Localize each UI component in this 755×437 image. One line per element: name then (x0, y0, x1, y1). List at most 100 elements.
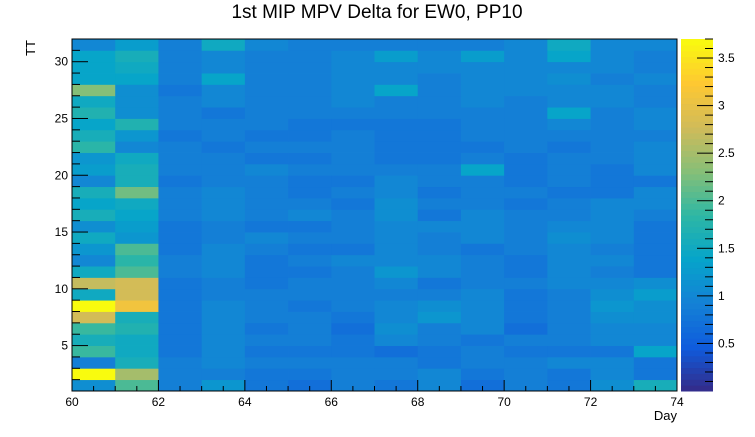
heatmap-cell (115, 300, 159, 312)
heatmap-cell (244, 334, 289, 346)
colorbar-tick-label: 3 (718, 99, 725, 113)
heatmap-cell (417, 243, 462, 256)
heatmap-cell (288, 107, 332, 119)
heatmap-cell (417, 84, 462, 97)
heatmap-cell (460, 84, 505, 97)
heatmap-cell (460, 243, 505, 256)
heatmap-cell (72, 232, 116, 244)
colorbar-band (681, 303, 713, 310)
heatmap-cell (374, 300, 419, 312)
heatmap-cell (374, 107, 419, 119)
heatmap-cell (460, 322, 505, 335)
colorbar-band (681, 267, 713, 275)
heatmap-cell (115, 322, 159, 335)
heatmap-cell (115, 175, 159, 188)
heatmap-cell (244, 345, 289, 358)
heatmap-cell (374, 152, 419, 165)
heatmap-cell (115, 107, 159, 119)
heatmap-cell (460, 266, 505, 278)
heatmap-cell (158, 368, 203, 381)
heatmap-cell (504, 368, 548, 381)
heatmap-cell (504, 186, 548, 199)
heatmap-cell (72, 152, 116, 165)
heatmap-cell (72, 107, 116, 119)
heatmap-cell (115, 277, 159, 290)
heatmap-cell (633, 220, 678, 233)
heatmap-cell (547, 334, 591, 346)
heatmap-cell (331, 50, 375, 63)
colorbar-band (681, 50, 713, 58)
heatmap-cell (72, 129, 116, 142)
heatmap-cell (547, 141, 591, 153)
x-axis: 60 62 64 66 68 70 72 74 (65, 380, 684, 409)
y-tick-label: 25 (55, 111, 69, 125)
heatmap-cell (504, 129, 548, 142)
heatmap-cell (158, 95, 203, 108)
heatmap-cell (201, 277, 246, 290)
heatmap-cell (115, 73, 159, 85)
heatmap-cell (547, 95, 591, 108)
heatmap-cell (244, 356, 289, 369)
heatmap-cell (504, 73, 548, 85)
heatmap-cell (547, 129, 591, 142)
heatmap-cell (244, 266, 289, 278)
heatmap-cell (244, 61, 289, 74)
heatmap-cell (504, 39, 548, 51)
heatmap-cell (331, 322, 375, 335)
heatmap-cell (547, 197, 591, 210)
heatmap-cell (115, 311, 159, 324)
colorbar-band (681, 379, 713, 386)
colorbar-band (681, 191, 713, 198)
heatmap-cell (374, 232, 419, 244)
heatmap-cell (590, 334, 635, 346)
colorbar-band (681, 314, 713, 322)
heatmap-cell (374, 345, 419, 358)
heatmap-cell (72, 141, 116, 153)
heatmap-cell (331, 345, 375, 358)
heatmap-cell (417, 266, 462, 278)
heatmap-cell (331, 186, 375, 199)
heatmap-cell (590, 152, 635, 165)
heatmap-cell (504, 300, 548, 312)
heatmap-cell (633, 209, 678, 222)
heatmap-cell (504, 311, 548, 324)
colorbar-tick-label: 2 (718, 194, 725, 208)
heatmap-cell (633, 334, 678, 346)
colorbar-band (681, 80, 713, 87)
heatmap-cell (244, 322, 289, 335)
heatmap-cell (417, 209, 462, 222)
colorbar-band (681, 238, 713, 245)
colorbar-band (681, 209, 713, 216)
heatmap-cell (374, 175, 419, 188)
colorbar-band (681, 203, 713, 210)
heatmap-cell (288, 129, 332, 142)
heatmap-cell (331, 118, 375, 131)
heatmap-cell (417, 61, 462, 74)
heatmap-cell (633, 277, 678, 290)
heatmap-cell (158, 243, 203, 256)
heatmap-cell (115, 209, 159, 222)
heatmap-cell (115, 243, 159, 256)
heatmap-cell (331, 107, 375, 119)
heatmap-cell (72, 95, 116, 108)
heatmap-cell (158, 356, 203, 369)
colorbar-band (681, 279, 713, 286)
colorbar-band (681, 62, 713, 69)
heatmap-cell (590, 209, 635, 222)
heatmap-cell (158, 266, 203, 278)
heatmap-cell (288, 141, 332, 153)
heatmap-cell (331, 334, 375, 346)
heatmap-cell (288, 311, 332, 324)
colorbar-band (681, 349, 713, 357)
heatmap-cell (288, 345, 332, 358)
heatmap-cell (115, 61, 159, 74)
heatmap-cell (72, 334, 116, 346)
heatmap-cell (201, 73, 246, 85)
heatmap-cell (590, 197, 635, 210)
heatmap-cell (417, 220, 462, 233)
heatmap-cell (374, 243, 419, 256)
heatmap-cell (331, 73, 375, 85)
heatmap-cell (244, 197, 289, 210)
heatmap-cell (374, 209, 419, 222)
heatmap-cell (158, 141, 203, 153)
